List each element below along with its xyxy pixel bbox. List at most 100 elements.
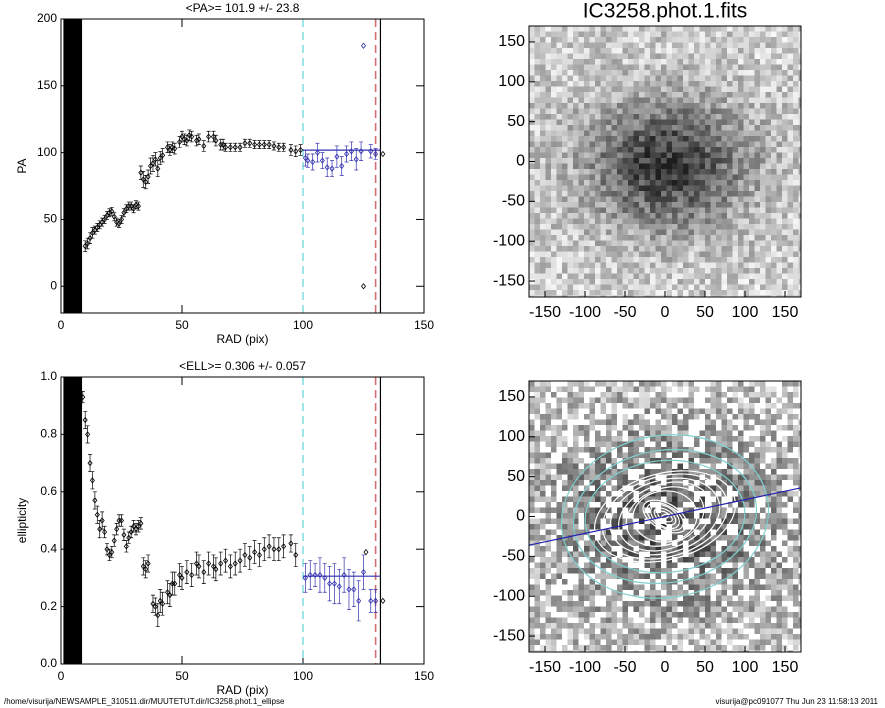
- pixel: [606, 174, 612, 181]
- pixel: [595, 551, 601, 558]
- pixel: [754, 535, 761, 541]
- pixel: [666, 141, 673, 148]
- pixel: [655, 207, 662, 214]
- pixel: [622, 562, 629, 569]
- pixel: [716, 441, 722, 448]
- pixel: [793, 562, 799, 569]
- pixel: [545, 257, 552, 263]
- pixel: [617, 573, 623, 580]
- pixel: [727, 419, 733, 426]
- pixel: [765, 403, 772, 409]
- data-point: [223, 557, 229, 564]
- pixel: [666, 235, 673, 241]
- pixel: [688, 496, 695, 503]
- pixel: [661, 562, 667, 569]
- pixel: [633, 152, 640, 159]
- pixel: [567, 441, 574, 448]
- pixel: [551, 403, 557, 409]
- pixel: [606, 386, 612, 393]
- pixel: [749, 81, 755, 87]
- pixel: [743, 290, 750, 296]
- pixel: [595, 191, 601, 197]
- pixel: [749, 474, 755, 481]
- pixel: [754, 163, 761, 170]
- pixel: [694, 180, 700, 186]
- pixel: [628, 386, 634, 393]
- pixel: [589, 546, 596, 552]
- pixel: [798, 590, 802, 596]
- pixel: [600, 584, 607, 591]
- pixel: [551, 141, 557, 148]
- pixel: [672, 86, 678, 93]
- pixel: [732, 408, 739, 415]
- pixel: [529, 584, 535, 591]
- pixel: [600, 507, 607, 514]
- error-bar: [322, 563, 327, 593]
- pixel: [562, 590, 568, 596]
- pixel: [633, 295, 640, 298]
- pixel: [760, 601, 766, 607]
- pixel: [771, 590, 777, 596]
- pixel: [771, 290, 777, 296]
- pixel: [617, 268, 623, 274]
- pixel: [606, 284, 612, 291]
- pixel: [567, 246, 574, 252]
- pixel: [639, 64, 645, 71]
- pixel: [529, 397, 535, 404]
- pixel: [771, 48, 777, 54]
- pixel: [732, 152, 739, 159]
- pixel: [655, 273, 662, 280]
- pixel: [688, 573, 695, 580]
- pixel: [661, 103, 667, 109]
- data-point: [336, 583, 342, 590]
- pixel: [732, 202, 739, 208]
- pixel: [754, 125, 761, 131]
- pixel: [628, 601, 634, 607]
- pixel: [617, 37, 623, 43]
- pixel: [666, 496, 673, 503]
- pixel: [776, 441, 783, 448]
- pixel: [721, 141, 728, 148]
- pixel: [639, 535, 645, 541]
- pixel: [573, 518, 579, 525]
- pixel: [589, 485, 596, 492]
- data-point: [329, 165, 335, 172]
- pixel: [738, 601, 744, 607]
- pixel: [699, 31, 706, 38]
- pixel: [534, 81, 541, 87]
- pixel: [551, 169, 557, 175]
- pixel: [705, 180, 711, 186]
- pixel: [760, 540, 766, 547]
- pixel: [776, 136, 783, 142]
- pixel: [705, 158, 711, 164]
- pixel: [573, 141, 579, 148]
- pixel: [639, 26, 645, 32]
- pixel: [562, 386, 568, 393]
- pixel: [688, 425, 695, 431]
- pixel: [721, 174, 728, 181]
- pixel: [705, 381, 711, 387]
- pixel: [556, 491, 563, 497]
- pixel: [677, 573, 684, 580]
- pixel: [721, 447, 728, 453]
- pixel: [672, 436, 678, 442]
- pixel: [655, 163, 662, 170]
- pixel: [545, 562, 552, 569]
- pixel: [534, 568, 541, 574]
- pixel: [776, 180, 783, 186]
- pixel: [529, 279, 535, 285]
- pixel: [655, 579, 662, 585]
- pixel: [721, 502, 728, 508]
- pixel: [567, 180, 574, 186]
- data-point: [143, 566, 149, 573]
- pixel: [644, 518, 651, 525]
- pixel: [628, 425, 634, 431]
- pixel: [551, 524, 557, 530]
- pixel: [683, 240, 689, 247]
- pixel: [617, 507, 623, 514]
- pixel: [578, 70, 585, 76]
- pixel: [787, 202, 794, 208]
- pixel: [765, 202, 772, 208]
- pixel: [738, 103, 744, 109]
- pixel: [765, 59, 772, 65]
